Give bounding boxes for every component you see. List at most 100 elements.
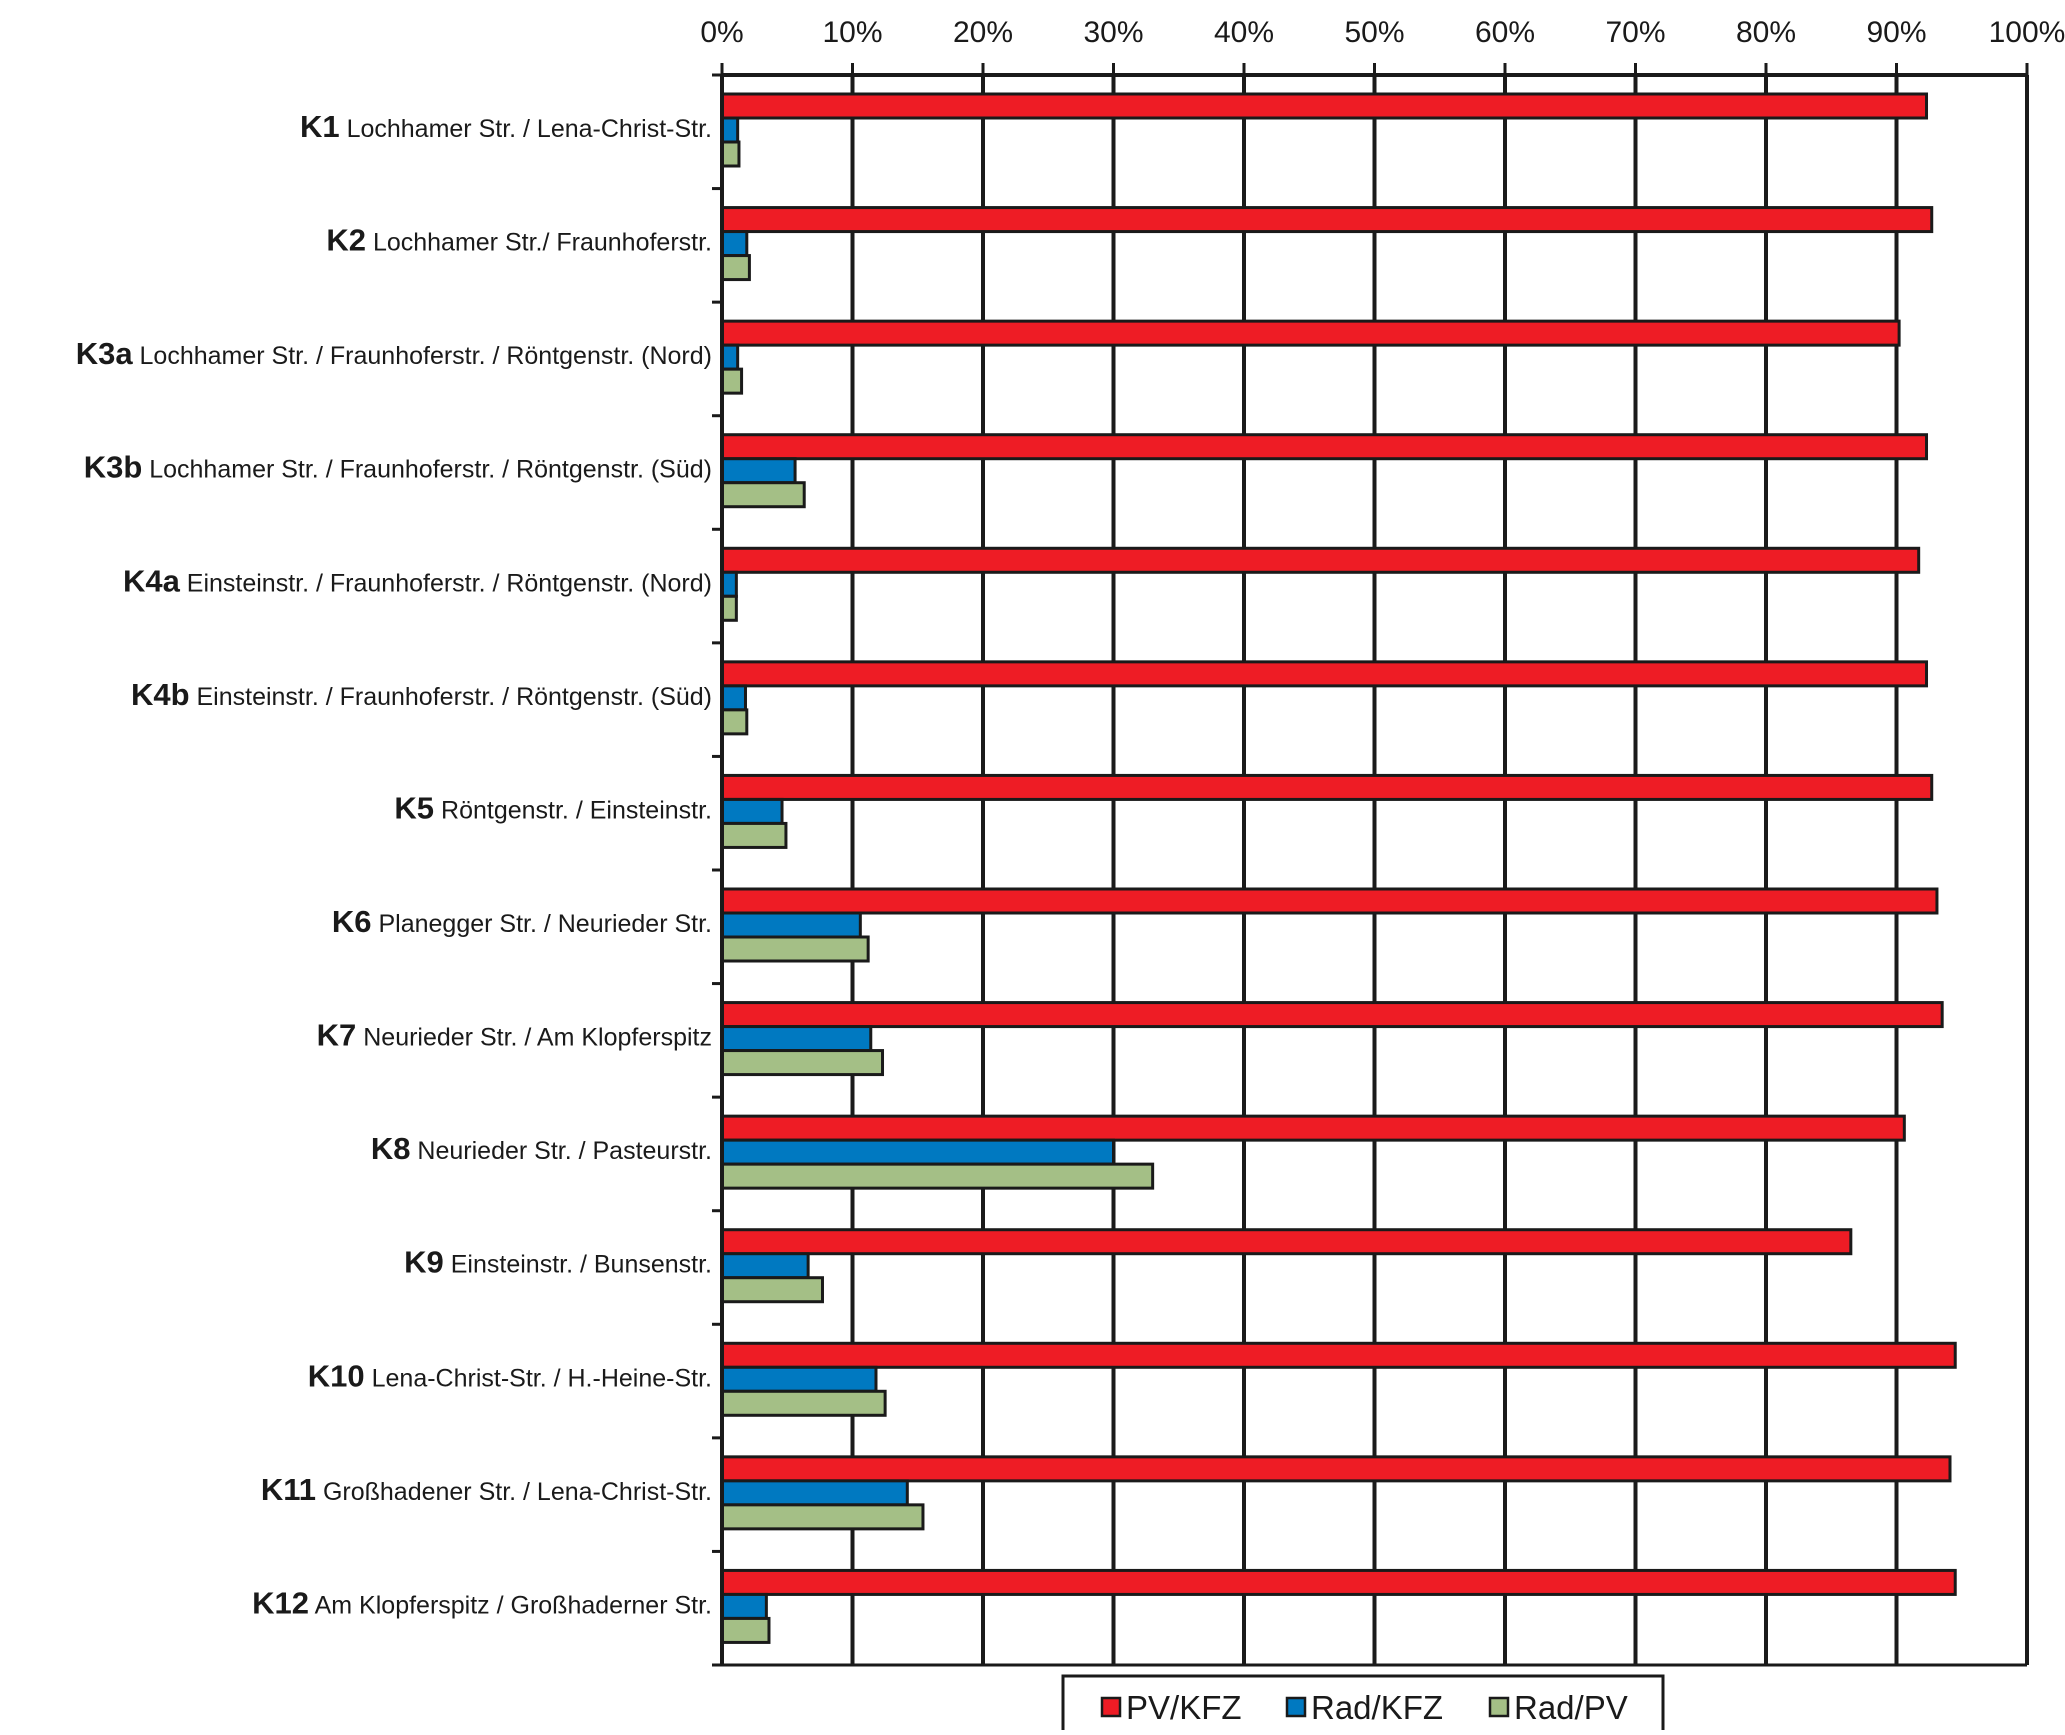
category-spacer: [434, 796, 441, 824]
x-tick-label: 80%: [1736, 16, 1796, 49]
bar-rad-kfz: [720, 230, 749, 258]
category-code: K4a: [123, 563, 181, 598]
category-code: K8: [371, 1131, 411, 1166]
category-label: K3b Lochhamer Str. / Fraunhoferstr. / Rö…: [84, 450, 712, 485]
category-name: Lena-Christ-Str. / H.-Heine-Str.: [372, 1364, 712, 1392]
legend: PV/KFZ Rad/KFZ Rad/PV: [1061, 1674, 1665, 1735]
category-code: K3b: [84, 450, 143, 485]
bar-rad-kfz: [720, 797, 784, 825]
category-code: K11: [261, 1472, 316, 1507]
x-tick-label: 70%: [1605, 16, 1665, 49]
x-tick-label: 10%: [822, 16, 882, 49]
bar-rad-pv: [720, 1049, 885, 1077]
category-code: K7: [317, 1018, 357, 1053]
category-label: K8 Neurieder Str. / Pasteurstr.: [371, 1131, 712, 1166]
bar-rad-pv: [720, 1276, 824, 1304]
x-tick-label: 100%: [1989, 16, 2065, 49]
category-spacer: [372, 910, 379, 938]
category-code: K1: [300, 109, 340, 144]
category-code: K4b: [131, 677, 190, 712]
bar-pv-kfz: [720, 1001, 1944, 1029]
bar-rad-pv: [720, 140, 741, 168]
category-spacer: [340, 115, 347, 143]
bar-rad-pv: [720, 481, 806, 509]
x-tick-label: 20%: [953, 16, 1013, 49]
x-tick-label: 40%: [1214, 16, 1274, 49]
bar-rad-pv: [720, 1162, 1155, 1190]
category-name: Am Klopferspitz / Großhaderner Str.: [315, 1591, 712, 1619]
category-label: K10 Lena-Christ-Str. / H.-Heine-Str.: [308, 1358, 712, 1393]
bar-pv-kfz: [720, 773, 1934, 801]
category-spacer: [356, 1024, 363, 1052]
bar-rad-kfz: [720, 1479, 909, 1507]
category-code: K2: [326, 223, 366, 258]
bar-rad-kfz: [720, 1592, 768, 1620]
category-label: K12 Am Klopferspitz / Großhaderner Str.: [252, 1585, 712, 1620]
category-name: Einsteinstr. / Bunsenstr.: [451, 1251, 712, 1279]
category-spacer: [190, 683, 197, 711]
category-code: K10: [308, 1358, 365, 1393]
category-label: K3a Lochhamer Str. / Fraunhoferstr. / Rö…: [76, 336, 712, 371]
x-tick-label: 50%: [1344, 16, 1404, 49]
category-code: K5: [394, 790, 434, 825]
bar-rad-pv: [720, 367, 744, 395]
category-code: K3a: [76, 336, 134, 371]
bar-rad-kfz: [720, 1365, 878, 1393]
category-spacer: [180, 569, 187, 597]
bar-pv-kfz: [720, 206, 1934, 234]
bar-rad-pv: [720, 1616, 771, 1644]
category-label: K11 Großhadener Str. / Lena-Christ-Str.: [261, 1472, 712, 1507]
bar-rad-pv: [720, 594, 738, 622]
bar-rad-kfz: [720, 1025, 873, 1053]
bar-rad-kfz: [720, 570, 738, 598]
category-label: K1 Lochhamer Str. / Lena-Christ-Str.: [300, 109, 712, 144]
x-tick-label: 60%: [1475, 16, 1535, 49]
bar-pv-kfz: [720, 546, 1921, 574]
bar-rad-kfz: [720, 684, 747, 712]
bar-pv-kfz: [720, 433, 1929, 461]
category-spacer: [444, 1251, 451, 1279]
category-name: Lochhamer Str. / Fraunhoferstr. / Röntge…: [149, 456, 712, 484]
legend-label-rad-kfz: Rad/KFZ: [1311, 1689, 1443, 1726]
bar-pv-kfz: [720, 1568, 1957, 1596]
category-name: Röntgenstr. / Einsteinstr.: [441, 796, 712, 824]
bar-rad-pv: [720, 708, 749, 736]
category-label: K6 Planegger Str. / Neurieder Str.: [332, 904, 712, 939]
bar-rad-pv: [720, 254, 751, 282]
category-label: K5 Röntgenstr. / Einsteinstr.: [394, 790, 712, 825]
bar-rad-kfz: [720, 911, 862, 939]
category-spacer: [142, 456, 149, 484]
bar-pv-kfz: [720, 319, 1901, 347]
axis-layer: 0% 10% 20% 30% 40% 50% 60% 70% 80% 90% 100%: [700, 16, 2065, 1667]
legend-label-rad-pv: Rad/PV: [1514, 1689, 1628, 1726]
bar-rad-kfz: [720, 1138, 1115, 1166]
category-label: K4b Einsteinstr. / Fraunhoferstr. / Rönt…: [131, 677, 712, 712]
bar-rad-kfz: [720, 1252, 810, 1280]
bar-rad-pv: [720, 1503, 925, 1531]
category-spacer: [410, 1137, 417, 1165]
bar-pv-kfz: [720, 1341, 1957, 1369]
bar-pv-kfz: [720, 92, 1929, 120]
legend-swatch-pv-kfz: [1100, 1696, 1122, 1718]
x-tick-label: 30%: [1083, 16, 1143, 49]
bar-rad-pv: [720, 1389, 887, 1417]
bar-pv-kfz: [720, 660, 1929, 688]
legend-label-pv-kfz: PV/KFZ: [1126, 1689, 1242, 1726]
category-label: K4a Einsteinstr. / Fraunhoferstr. / Rönt…: [123, 563, 712, 598]
bar-pv-kfz: [720, 887, 1939, 915]
x-tick-label: 90%: [1866, 16, 1926, 49]
category-code: K6: [332, 904, 372, 939]
category-name: Planegger Str. / Neurieder Str.: [378, 910, 712, 938]
category-name: Lochhamer Str. / Fraunhoferstr. / Röntge…: [140, 342, 712, 370]
bar-pv-kfz: [720, 1228, 1853, 1256]
category-name: Lochhamer Str./ Fraunhoferstr.: [373, 229, 712, 257]
category-code: K9: [404, 1245, 444, 1280]
category-spacer: [133, 342, 140, 370]
category-name: Einsteinstr. / Fraunhoferstr. / Röntgens…: [196, 683, 712, 711]
category-label: K9 Einsteinstr. / Bunsenstr.: [404, 1245, 712, 1280]
category-labels: K1 Lochhamer Str. / Lena-Christ-Str. K2 L…: [76, 109, 712, 1620]
category-name: Neurieder Str. / Am Klopferspitz: [363, 1024, 712, 1052]
